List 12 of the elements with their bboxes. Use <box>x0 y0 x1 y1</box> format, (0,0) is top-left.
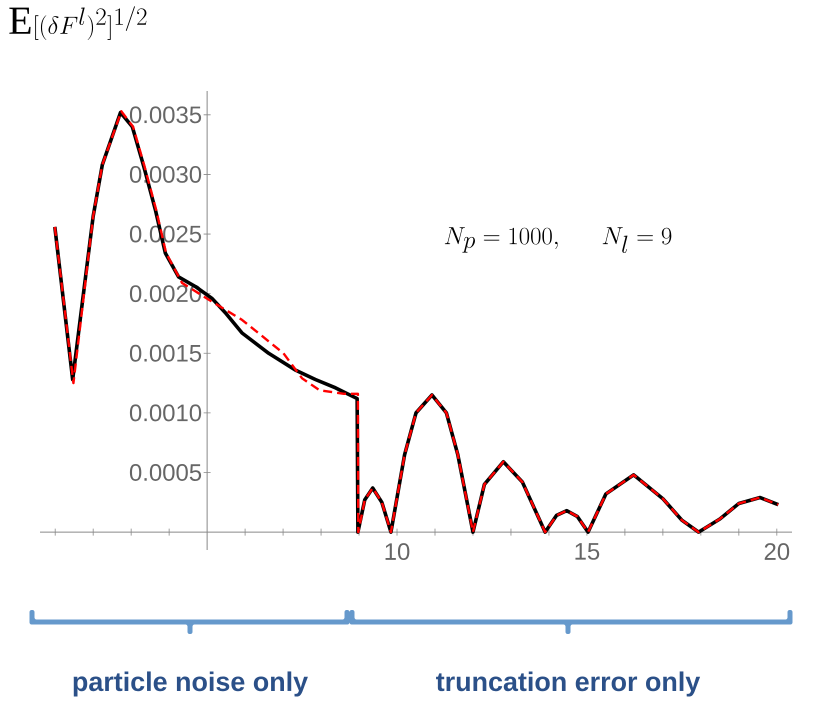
y-tick-label: 0.0035 <box>130 106 202 124</box>
text: truncation error only <box>436 671 700 697</box>
text: particle noise only <box>74 671 308 697</box>
text: $\mathrm{E}[(\delta F^l)^2]^{1/2}$ <box>9 6 146 40</box>
y-tick-label: 0.0020 <box>130 285 202 302</box>
y-tick-label: 0.0015 <box>130 344 202 362</box>
x-tick-label: 20 <box>764 543 790 560</box>
x-tick-label: 10 <box>386 543 410 560</box>
annotation: $N_p = 1000,\quad N_l = 9$ <box>444 227 672 254</box>
x-tick-label: 15 <box>575 543 600 560</box>
y-tick-label: 0.0010 <box>130 404 202 422</box>
y-tick-label: 0.0005 <box>130 464 202 481</box>
